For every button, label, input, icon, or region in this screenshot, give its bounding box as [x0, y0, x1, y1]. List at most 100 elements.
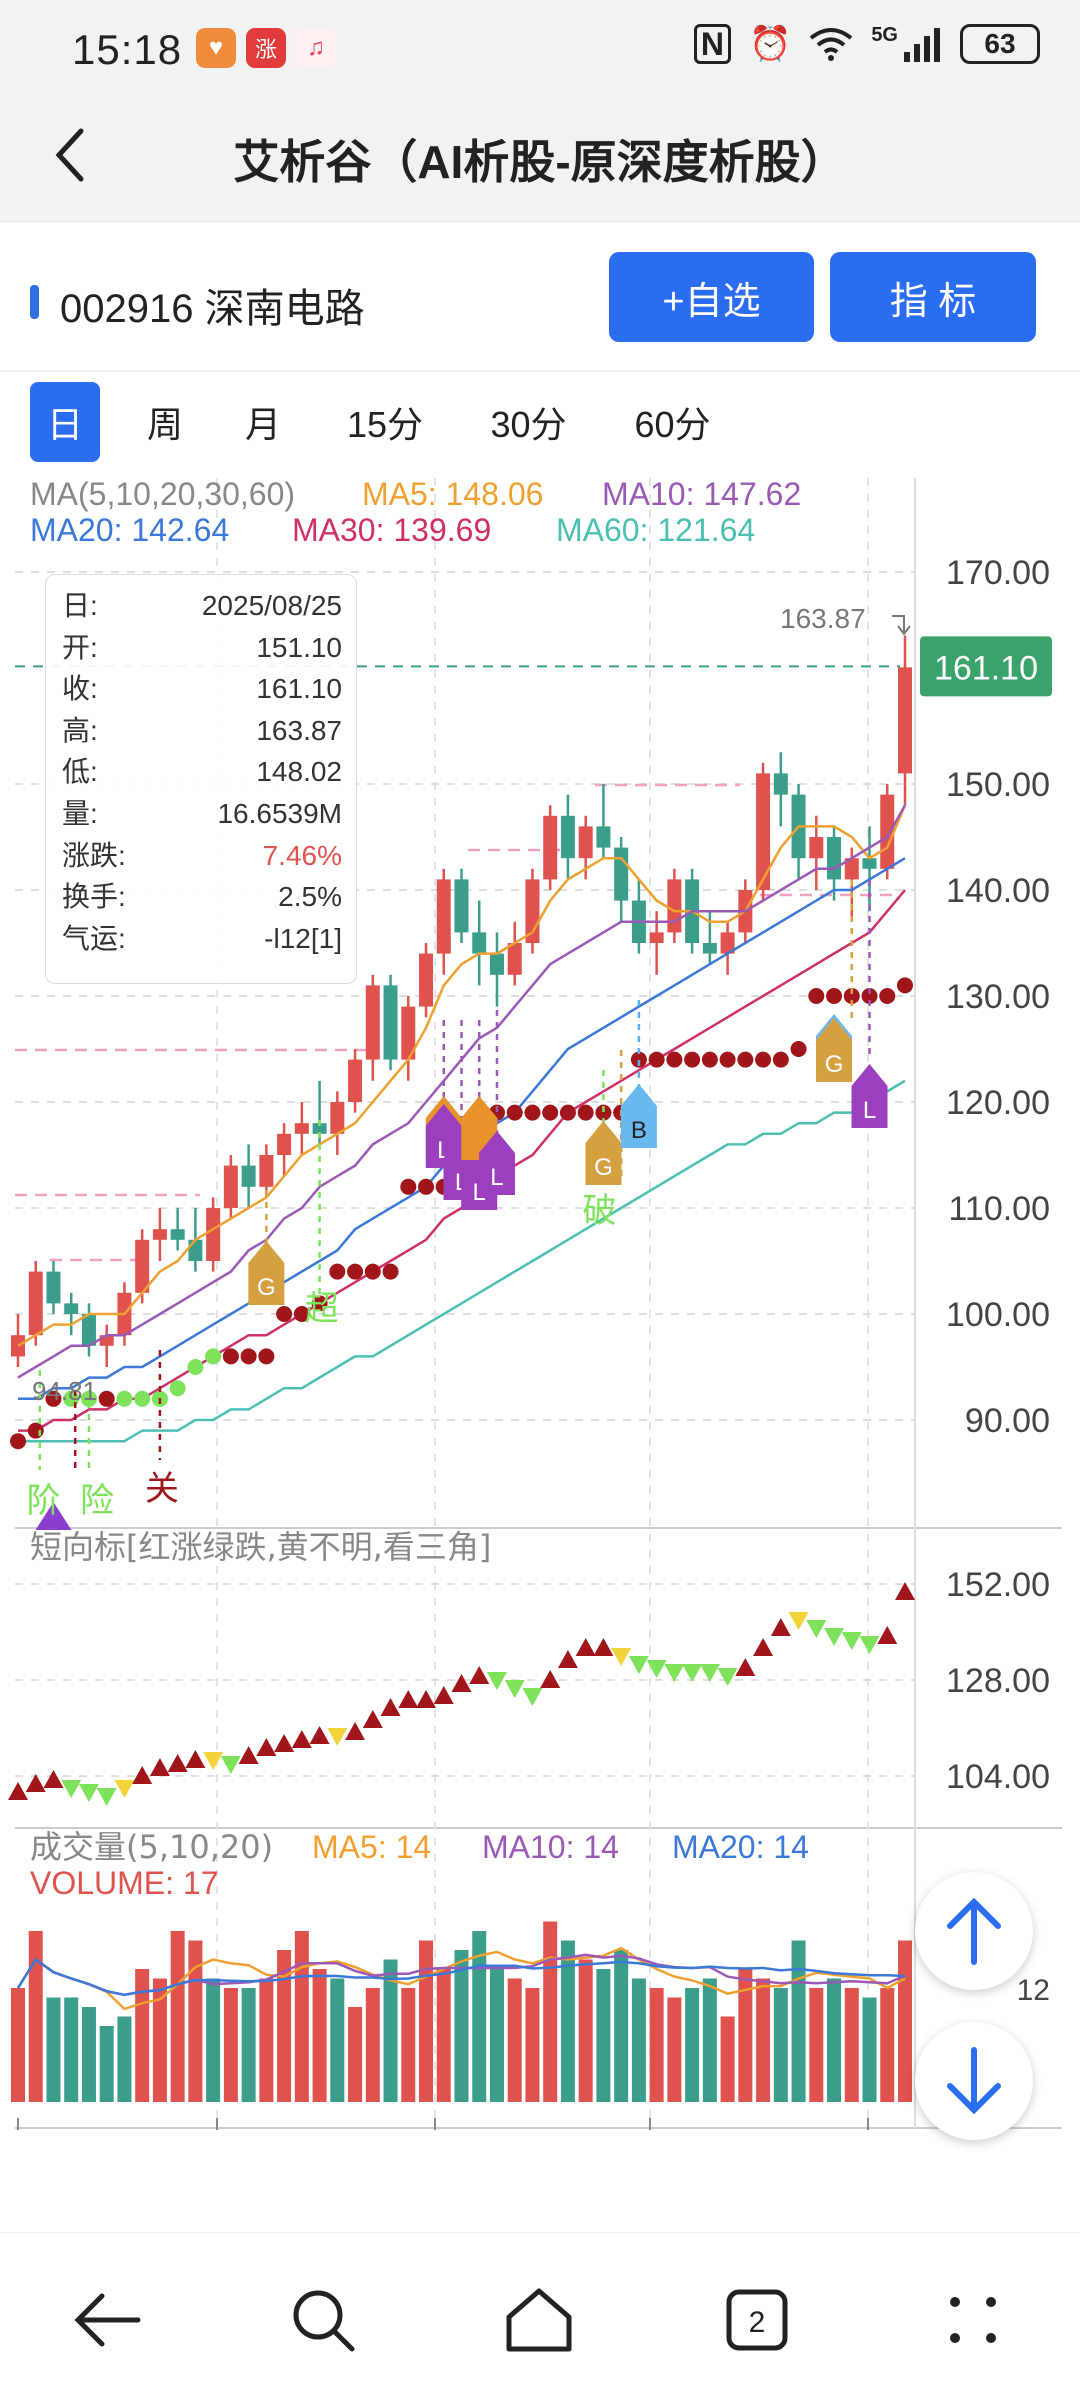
volume-panel-title: 成交量(5,10,20)	[30, 1828, 273, 1866]
ma5-legend: MA5: 148.06	[362, 476, 544, 512]
info-row: 收: 161.10	[62, 668, 342, 710]
y-tick-label: 100.00	[946, 1296, 1050, 1334]
high-arrow	[892, 615, 911, 636]
info-key: 高:	[62, 714, 98, 746]
candle-body	[206, 1208, 221, 1261]
tab-month[interactable]: 月	[244, 404, 281, 445]
nav-tabs-button[interactable]: 2	[712, 2275, 802, 2365]
marker-b	[620, 1084, 657, 1148]
scroll-up-button[interactable]	[915, 1872, 1033, 1990]
trend-up-triangle	[167, 1754, 188, 1772]
tab-day[interactable]: 日	[30, 382, 100, 462]
volume-bar	[809, 1988, 824, 2102]
candle-body	[862, 858, 877, 869]
signal-dot	[276, 1306, 293, 1322]
marker-l	[478, 1131, 515, 1195]
volume-bar	[365, 1988, 380, 2102]
volume-bar	[827, 1978, 842, 2102]
trend-down-triangle	[220, 1756, 241, 1774]
ma10-legend: MA10: 147.62	[602, 476, 802, 512]
info-row: 涨跌: 7.46%	[62, 835, 342, 877]
marker-g	[585, 1121, 622, 1185]
signal-text: 险	[80, 1481, 114, 1521]
trend-up-triangle	[274, 1734, 295, 1752]
signal-dot	[719, 1051, 736, 1068]
nav-search-button[interactable]	[278, 2275, 368, 2365]
ma-line	[17, 804, 907, 1347]
trend-down-triangle	[699, 1664, 720, 1682]
volume-bar	[241, 1988, 256, 2102]
volume-bar	[64, 1997, 79, 2102]
signal-dot	[382, 1263, 399, 1280]
signal-dot	[808, 988, 825, 1004]
volume-bar	[46, 1997, 61, 2102]
marker-l-label: L	[863, 1097, 876, 1124]
indicator-button[interactable]: 指 标	[830, 252, 1036, 342]
scroll-down-button[interactable]	[915, 2022, 1033, 2140]
volume-bar	[898, 1940, 912, 2102]
trend-up-triangle	[309, 1726, 330, 1744]
nav-back-button[interactable]	[62, 2275, 152, 2365]
volume-bar	[507, 1978, 522, 2102]
stock-chart[interactable]: GLLLLGBGL阶险关超破 短向标[红涨绿跌,黄不明,看三角]152.0012…	[0, 470, 1080, 2142]
trend-up-triangle	[291, 1730, 312, 1748]
volume-bar	[773, 1988, 788, 2102]
info-key: 开:	[62, 631, 98, 663]
axis-labels: 170.00 150.00 140.00 130.00 120.00 110.00 100.…	[17, 554, 1052, 2130]
trend-up-triangle	[43, 1770, 64, 1788]
trend-down-triangle	[486, 1672, 507, 1690]
signal-dot	[27, 1422, 44, 1439]
signal-text: 关	[145, 1469, 179, 1509]
tab-week[interactable]: 周	[146, 404, 183, 445]
volume-bar	[259, 1978, 274, 2102]
status-right: N ⏰ 5G 63	[693, 24, 1040, 64]
volume-value: VOLUME: 17	[30, 1865, 219, 1901]
signal-dot	[684, 1051, 701, 1068]
ma60-legend: MA60: 121.64	[556, 512, 756, 548]
volume-bar	[525, 1988, 540, 2102]
wifi-icon	[810, 28, 853, 61]
candle-body	[543, 815, 558, 880]
add-watchlist-button[interactable]: +自选	[609, 252, 814, 342]
price-tag	[920, 636, 1052, 697]
short-panel-title: 短向标[红涨绿跌,黄不明,看三角]	[30, 1528, 491, 1566]
signal-markers: GLLLLGBGL阶险关超破	[26, 880, 888, 1530]
back-button[interactable]	[36, 120, 106, 190]
volume-bar	[578, 1959, 593, 2102]
trend-unclear-triangle	[114, 1780, 135, 1798]
app-header: 艾析谷（AI析股-原深度析股）	[0, 90, 1080, 222]
volume-bar	[383, 1959, 398, 2102]
volume-bar	[348, 2007, 363, 2102]
trend-up-triangle	[238, 1746, 259, 1764]
signal-dot	[737, 1051, 754, 1068]
trend-up-triangle	[185, 1750, 206, 1768]
network-label: 5G	[871, 24, 898, 46]
signal-dot	[861, 988, 878, 1004]
signal-dot	[506, 1104, 523, 1121]
signal-dot	[879, 988, 896, 1004]
marker-l	[851, 1064, 888, 1128]
info-value: 151.10	[256, 631, 342, 663]
tab-30min[interactable]: 30分	[490, 404, 567, 445]
tab-60min[interactable]: 60分	[634, 404, 711, 445]
signal-dot	[577, 1104, 594, 1121]
chart-grid	[15, 478, 1062, 2129]
volume-bar	[702, 1978, 717, 2102]
tab-15min[interactable]: 15分	[346, 404, 424, 445]
nav-home-button[interactable]	[494, 2275, 584, 2365]
trend-down-triangle	[61, 1780, 82, 1798]
info-key: 换手:	[62, 881, 126, 913]
trend-up-triangle	[753, 1638, 774, 1656]
signal-dot	[648, 1051, 665, 1068]
nav-menu-button[interactable]	[928, 2275, 1018, 2365]
arrow-up-icon	[947, 1897, 1001, 1965]
info-value: 7.46%	[262, 839, 342, 871]
trend-down-triangle	[806, 1620, 827, 1638]
signal-dot	[311, 1295, 328, 1312]
ma20-legend: MA20: 142.64	[30, 512, 230, 548]
info-key: 量:	[62, 797, 98, 829]
info-key: 日:	[62, 590, 98, 621]
info-key: 低:	[62, 756, 98, 788]
trend-up-triangle	[8, 1782, 28, 1800]
volume-bar	[81, 2007, 96, 2102]
